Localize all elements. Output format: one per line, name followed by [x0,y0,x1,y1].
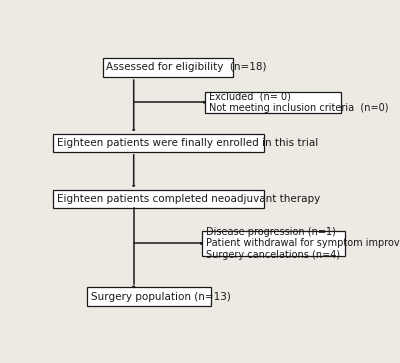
FancyBboxPatch shape [103,57,233,77]
Text: Assessed for eligibility  (n=18): Assessed for eligibility (n=18) [106,62,267,72]
FancyBboxPatch shape [53,134,264,152]
Text: Disease progression (n=1)
Patient withdrawal for symptom improvement and
Surgery: Disease progression (n=1) Patient withdr… [206,227,400,260]
Text: Eighteen patients completed neoadjuvant therapy: Eighteen patients completed neoadjuvant … [57,194,320,204]
Text: Excluded  (n= 0)
Not meeting inclusion criteria  (n=0): Excluded (n= 0) Not meeting inclusion cr… [209,91,388,113]
Text: Eighteen patients were finally enrolled in this trial: Eighteen patients were finally enrolled … [57,138,318,148]
FancyBboxPatch shape [87,287,211,306]
Text: Surgery population (n=13): Surgery population (n=13) [91,291,231,302]
FancyBboxPatch shape [53,189,264,208]
FancyBboxPatch shape [205,92,341,113]
FancyBboxPatch shape [202,231,344,256]
